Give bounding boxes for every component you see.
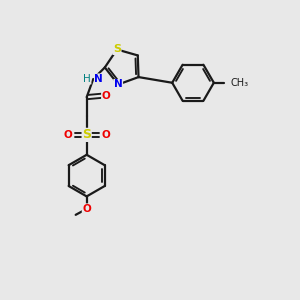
Text: N: N [114,80,122,89]
Text: H: H [83,74,91,84]
Text: O: O [63,130,72,140]
Text: N: N [94,74,103,84]
Text: S: S [82,128,91,141]
Text: O: O [101,130,110,140]
Text: CH₃: CH₃ [230,78,248,88]
Text: O: O [102,91,110,100]
Text: O: O [82,204,91,214]
Text: S: S [113,44,121,55]
